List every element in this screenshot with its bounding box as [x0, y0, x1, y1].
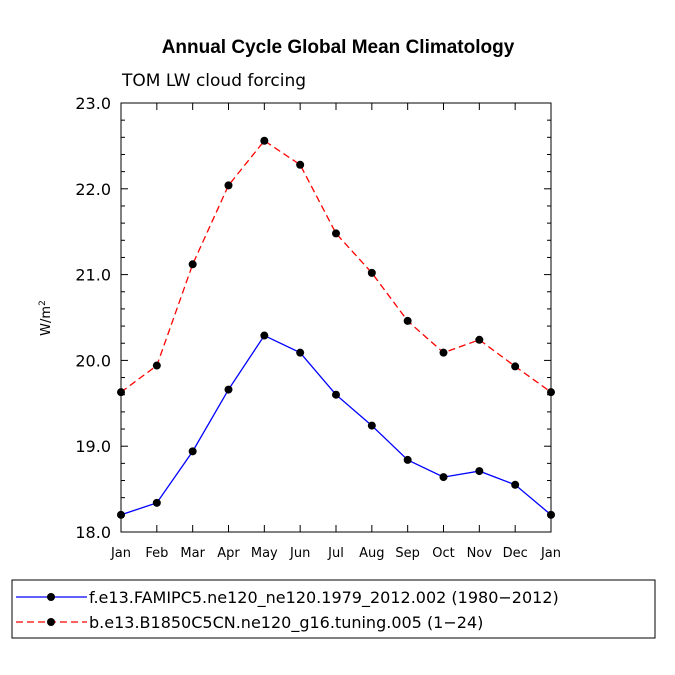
y-axis-label-text: W/m	[39, 306, 54, 336]
x-tick-label: Jan	[110, 546, 131, 561]
plot-area: 18.0 19.0 20.0 21.0 22.0 23.0 Jan Feb Mar Apr May J…	[75, 94, 561, 561]
data-point	[511, 362, 520, 371]
data-point	[224, 181, 233, 190]
y-tick-label: 19.0	[75, 437, 111, 456]
y-axis-label-superscript: 2	[38, 300, 48, 306]
data-point	[332, 390, 340, 399]
data-point	[547, 510, 555, 519]
data-point	[152, 498, 161, 507]
x-tick-label: Nov	[467, 546, 493, 561]
data-point	[367, 268, 376, 277]
y-tick-label: 20.0	[75, 351, 111, 370]
data-point	[475, 335, 484, 344]
data-point	[117, 388, 125, 397]
legend-box	[11, 579, 656, 639]
y-tick-label: 21.0	[75, 266, 111, 285]
chart-subtitle: TOM LW cloud forcing	[121, 71, 306, 91]
legend: f.e13.FAMIPC5.ne120_ne120.1979_2012.002 …	[11, 579, 656, 639]
data-point	[547, 388, 555, 397]
plot-frame	[120, 102, 552, 533]
series-line-1	[120, 334, 552, 516]
chart-title: Annual Cycle Global Mean Climatology	[162, 37, 515, 58]
x-tick-label: Jul	[327, 546, 344, 561]
series-line-2	[120, 139, 552, 393]
data-point	[332, 229, 340, 238]
data-point	[475, 467, 484, 476]
x-tick-label: Mar	[180, 546, 205, 561]
legend-marker-1	[47, 593, 55, 601]
data-point	[511, 480, 520, 489]
data-point	[439, 473, 448, 482]
data-point	[188, 260, 197, 269]
y-tick-label: 22.0	[75, 180, 111, 199]
data-point	[403, 455, 412, 464]
x-tick-label: May	[251, 546, 278, 561]
data-point	[367, 421, 376, 430]
y-tick-label: 18.0	[75, 523, 111, 542]
legend-marker-2	[47, 618, 55, 626]
legend-label-1: f.e13.FAMIPC5.ne120_ne120.1979_2012.002 …	[89, 588, 559, 608]
data-point	[224, 385, 233, 394]
data-point	[152, 361, 161, 370]
x-tick-label: Apr	[217, 546, 240, 561]
data-point	[296, 348, 305, 357]
x-tick-label: Aug	[359, 546, 384, 561]
y-axis-label: W/m2	[38, 300, 54, 336]
x-tick-label: Oct	[432, 546, 454, 561]
data-point	[260, 331, 269, 340]
data-point	[296, 160, 305, 169]
data-point	[403, 316, 412, 325]
data-point	[260, 136, 269, 145]
legend-label-2: b.e13.B1850C5CN.ne120_g16.tuning.005 (1−…	[89, 613, 483, 633]
data-point	[439, 348, 448, 357]
y-tick-label: 23.0	[75, 94, 111, 113]
x-tick-label: Jun	[289, 546, 310, 561]
x-tick-label: Sep	[395, 546, 420, 561]
x-tick-label: Feb	[145, 546, 168, 561]
x-tick-label: Jan	[540, 546, 561, 561]
data-point	[188, 447, 197, 456]
data-point	[117, 510, 125, 519]
x-tick-label: Dec	[503, 546, 528, 561]
